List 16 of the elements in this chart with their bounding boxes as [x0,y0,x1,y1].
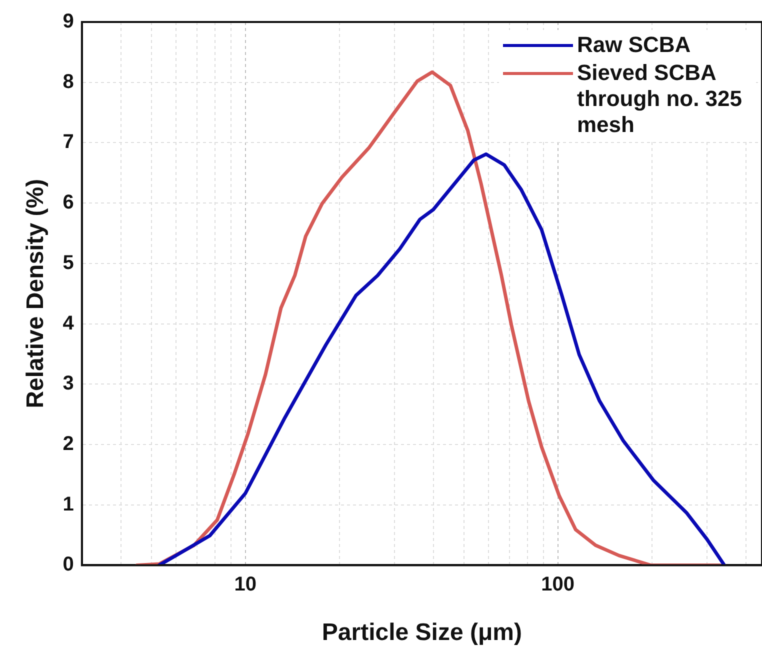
y-tick-label: 9 [62,10,74,33]
y-tick-label: 7 [62,131,74,154]
y-tick-label: 8 [62,70,74,93]
legend-label: Raw SCBA [577,32,691,58]
y-tick-label: 1 [62,493,74,516]
legend-label: Sieved SCBA through no. 325 mesh [577,60,743,138]
y-tick-label: 0 [62,554,74,576]
x-tick-label: 100 [541,574,575,596]
y-axis-title: Relative Density (%) [22,178,50,408]
y-tick-label: 3 [62,372,74,395]
y-tick-label: 2 [62,433,74,456]
y-tick-label: 5 [62,252,74,274]
x-tick-label: 10 [234,574,256,596]
x-axis-title: Particle Size (μm) [322,619,522,646]
y-tick-label: 4 [62,312,75,334]
y-tick-label: 6 [62,192,74,214]
